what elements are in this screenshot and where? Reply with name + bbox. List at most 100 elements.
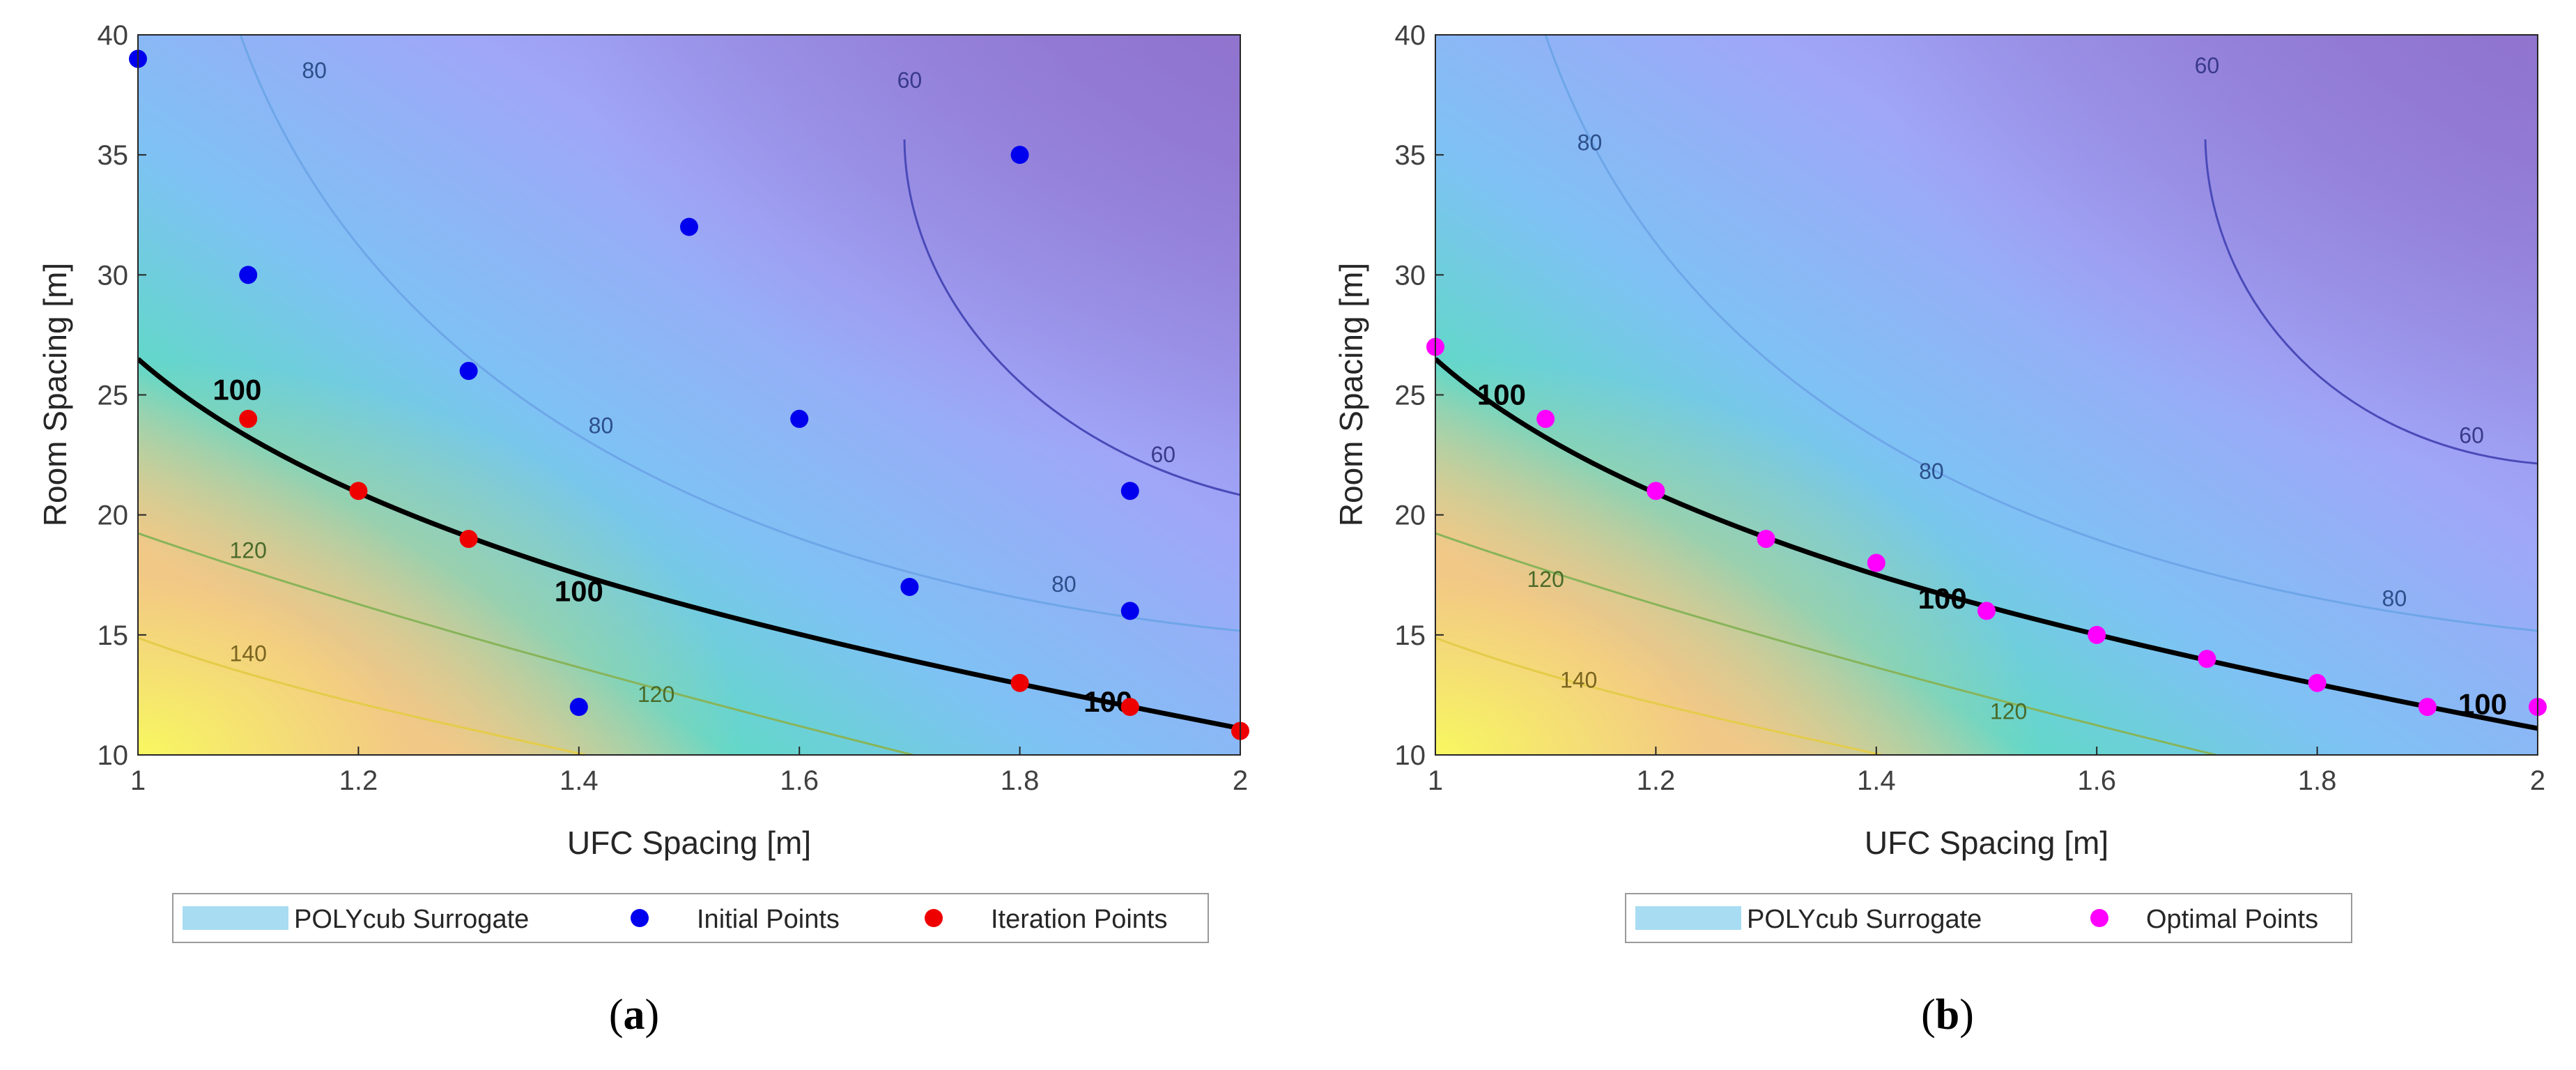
contour-label-80: 80: [2382, 586, 2407, 611]
axis-ticks: 1 1.2 1.4 1.6 1.8 2 10 15 20 25 30 35 40: [98, 20, 1249, 796]
y-tick-label: 35: [98, 140, 129, 171]
contour-label-140: 140: [230, 641, 267, 666]
x-tick-label: 1.8: [1001, 765, 1040, 796]
x-tick-label: 1.4: [560, 765, 599, 796]
contour-140: [138, 636, 586, 755]
point-initial-points: [459, 362, 478, 381]
legend-label-optimal: Optimal Points: [2146, 905, 2318, 934]
contour-label-120: 120: [638, 682, 674, 707]
point-optimal-points: [2308, 673, 2327, 692]
contour-label-140: 140: [1560, 668, 1597, 693]
x-tick-label: 1.6: [780, 765, 819, 796]
point-optimal-points: [2088, 625, 2106, 644]
contour-label-100: 100: [2458, 687, 2507, 720]
x-tick-label: 1: [130, 765, 146, 796]
panel-tag-a: (a): [609, 991, 659, 1039]
point-optimal-points: [2198, 650, 2216, 668]
contour-80: [1544, 35, 2538, 632]
point-initial-points: [239, 266, 258, 284]
x-tick-label: 1.8: [2298, 765, 2337, 796]
y-tick-label: 10: [1395, 740, 1426, 771]
contour-label-120: 120: [1527, 567, 1564, 592]
legend-swatch-surrogate: [183, 906, 288, 930]
legend-box: [172, 893, 1209, 943]
y-axis-label: Room Spacing [m]: [37, 263, 73, 526]
contour-140: [1435, 636, 1882, 755]
contour-100: [1435, 357, 2538, 731]
contour-labels: 80 80 80 60 60 100 100 100 120 120 140: [1477, 53, 2507, 724]
point-initial-points: [1120, 482, 1139, 500]
legend: POLYcub Surrogate Optimal Points: [1625, 893, 2352, 943]
y-tick-label: 30: [1395, 260, 1426, 291]
contour-label-60: 60: [2195, 53, 2220, 78]
x-tick-label: 1.2: [1637, 765, 1676, 796]
legend-marker-optimal: [2090, 909, 2108, 927]
y-tick-label: 15: [1395, 620, 1426, 651]
surrogate-cool-shading: [138, 35, 1240, 755]
point-iteration-points: [239, 409, 258, 428]
surrogate-cool-shading: [1435, 35, 2538, 755]
y-tick-label: 25: [1395, 381, 1426, 411]
point-initial-points: [1010, 146, 1029, 165]
legend: POLYcub Surrogate Initial Points Iterati…: [172, 893, 1209, 943]
x-axis-label: UFC Spacing [m]: [1865, 825, 2108, 861]
y-tick-label: 20: [1395, 500, 1426, 531]
contour-lines: [138, 35, 1240, 755]
legend-label-initial: Initial Points: [697, 905, 840, 934]
y-tick-label: 25: [98, 381, 129, 411]
contour-label-60: 60: [2459, 422, 2484, 448]
legend-label-iteration: Iteration Points: [991, 905, 1167, 934]
contour-label-80: 80: [1578, 130, 1603, 155]
contour-label-100: 100: [555, 575, 603, 608]
point-optimal-points: [1646, 482, 1665, 500]
legend-marker-initial: [631, 909, 649, 927]
point-initial-points: [900, 577, 919, 596]
point-optimal-points: [1867, 553, 1885, 572]
point-optimal-points: [2418, 698, 2437, 717]
contour-label-120: 120: [230, 538, 267, 563]
legend-box: [1625, 893, 2352, 943]
x-tick-label: 2: [2530, 765, 2545, 796]
axis-ticks: 1 1.2 1.4 1.6 1.8 2 10 15 20 25 30 35 40: [1395, 20, 2546, 796]
contour-label-80: 80: [589, 413, 614, 438]
y-tick-label: 40: [98, 20, 129, 51]
x-axis-label: UFC Spacing [m]: [567, 825, 811, 861]
contour-label-80: 80: [302, 58, 327, 83]
contour-label-100: 100: [213, 373, 261, 406]
point-optimal-points: [1536, 409, 1555, 428]
y-tick-label: 40: [1395, 20, 1426, 51]
legend-marker-iteration: [925, 909, 943, 927]
x-tick-label: 1.6: [2077, 765, 2116, 796]
contour-120: [1435, 532, 2216, 755]
x-tick-label: 1: [1428, 765, 1443, 796]
contour-label-60: 60: [897, 68, 923, 93]
contour-label-80: 80: [1919, 459, 1944, 484]
panel-tag-b: (b): [1921, 991, 1974, 1039]
contour-60: [903, 139, 1240, 496]
point-iteration-points: [1010, 673, 1029, 692]
point-optimal-points: [1757, 530, 1775, 549]
point-initial-points: [790, 409, 809, 428]
x-tick-label: 1.2: [339, 765, 378, 796]
contour-60: [2204, 139, 2538, 465]
y-axis-label: Room Spacing [m]: [1333, 263, 1369, 526]
data-points: [129, 49, 1249, 740]
point-optimal-points: [1977, 602, 1996, 620]
legend-label-surrogate: POLYcub Surrogate: [294, 905, 529, 934]
data-points: [1426, 337, 2547, 717]
y-tick-label: 10: [98, 740, 129, 771]
contour-label-120: 120: [1990, 698, 2027, 724]
contour-100: [138, 357, 1240, 731]
legend-swatch-surrogate: [1635, 906, 1741, 930]
point-initial-points: [680, 217, 698, 236]
point-iteration-points: [1120, 698, 1139, 717]
point-iteration-points: [459, 530, 478, 549]
contour-label-100: 100: [1477, 378, 1526, 411]
legend-label-surrogate: POLYcub Surrogate: [1747, 905, 1982, 934]
point-initial-points: [1120, 602, 1139, 620]
contour-label-100: 100: [1918, 582, 1967, 615]
